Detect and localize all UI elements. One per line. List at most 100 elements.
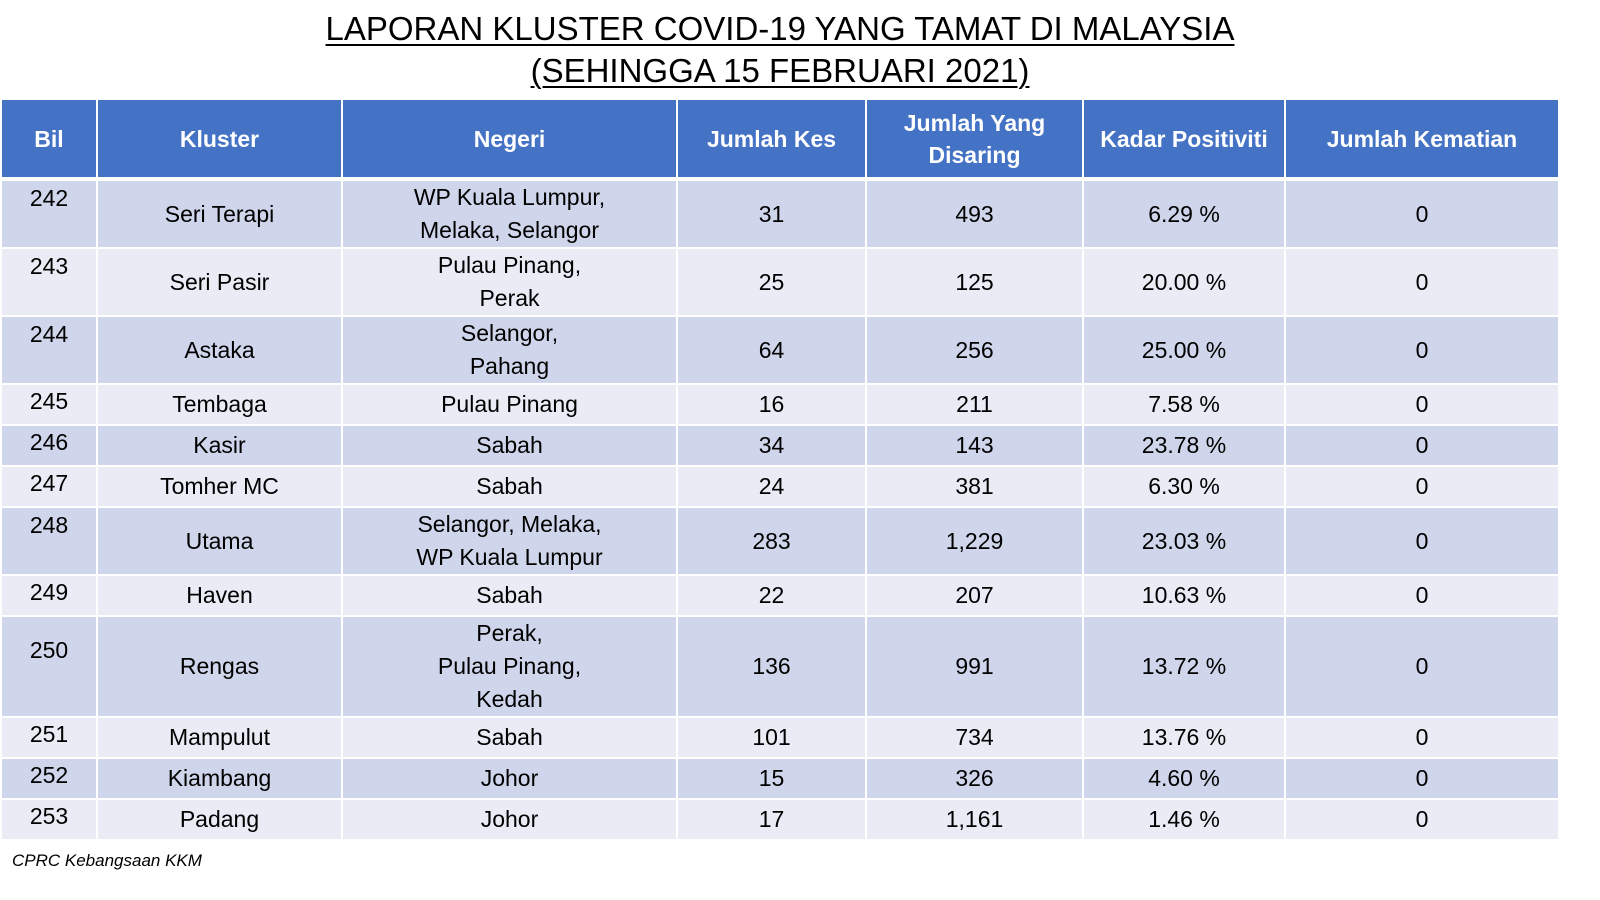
cell-jumlah-kes: 17 [676,798,867,841]
cell-kadar-positiviti: 13.72 % [1082,615,1286,718]
cluster-table: Bil Kluster Negeri Jumlah Kes Jumlah Yan… [0,98,1560,841]
cell-bil: 251 [0,716,98,759]
cell-kluster: Astaka [96,315,343,385]
cell-kluster: Kiambang [96,757,343,800]
negeri-line: Sabah [476,582,543,608]
cell-kluster: Kasir [96,424,343,467]
negeri-line: WP Kuala Lumpur [416,544,603,570]
cell-jumlah-kes: 34 [676,424,867,467]
cell-negeri: Sabah [341,574,678,617]
header-jumlah-kes: Jumlah Kes [676,98,867,180]
cell-bil: 247 [0,465,98,508]
cell-bil: 252 [0,757,98,800]
cell-jumlah-kematian: 0 [1284,424,1560,467]
cell-jumlah-disaring: 493 [865,178,1084,249]
cell-jumlah-kes: 16 [676,383,867,426]
negeri-line: Pahang [469,353,550,379]
cell-bil: 242 [0,178,98,249]
cell-kadar-positiviti: 13.76 % [1082,716,1286,759]
cell-kluster: Haven [96,574,343,617]
source-note: CPRC Kebangsaan KKM [12,851,202,870]
report-title-line-2: (SEHINGGA 15 FEBRUARI 2021) [530,52,1030,89]
cell-bil: 245 [0,383,98,426]
cell-jumlah-kes: 22 [676,574,867,617]
table-row: 249 Haven Sabah 22 207 10.63 % 0 [0,574,1560,617]
cell-jumlah-kes: 64 [676,315,867,385]
cell-jumlah-kes: 101 [676,716,867,759]
table-row: 243 Seri Pasir Pulau Pinang, Perak 25 125 20.0… [0,247,1560,317]
table-row: 251 Mampulut Sabah 101 734 13.76 % 0 [0,716,1560,759]
cell-bil: 244 [0,315,98,385]
cell-jumlah-kes: 136 [676,615,867,718]
cell-kadar-positiviti: 10.63 % [1082,574,1286,617]
cell-kluster: Rengas [96,615,343,718]
negeri-line: Sabah [476,473,543,499]
header-kluster: Kluster [96,98,343,180]
table-row: 252 Kiambang Johor 15 326 4.60 % 0 [0,757,1560,800]
header-negeri: Negeri [341,98,678,180]
negeri-line: Perak, [476,620,543,646]
table-row: 246 Kasir Sabah 34 143 23.78 % 0 [0,424,1560,467]
cell-kadar-positiviti: 23.03 % [1082,506,1286,576]
cell-jumlah-disaring: 381 [865,465,1084,508]
negeri-line: Sabah [476,432,543,458]
header-jumlah-disaring: Jumlah Yang Disaring [865,98,1084,180]
negeri-line: Perak [479,285,540,311]
cell-bil: 253 [0,798,98,841]
cell-jumlah-kematian: 0 [1284,757,1560,800]
negeri-line: Pulau Pinang, [437,252,582,278]
table-row: 245 Tembaga Pulau Pinang 16 211 7.58 % 0 [0,383,1560,426]
cell-kadar-positiviti: 20.00 % [1082,247,1286,317]
cell-kadar-positiviti: 25.00 % [1082,315,1286,385]
negeri-line: Pulau Pinang, [437,653,582,679]
cell-jumlah-kematian: 0 [1284,465,1560,508]
negeri-line: WP Kuala Lumpur, [413,184,606,210]
table-row: 242 Seri Terapi WP Kuala Lumpur, Melaka, Se… [0,178,1560,249]
cell-jumlah-disaring: 1,229 [865,506,1084,576]
cell-kluster: Seri Pasir [96,247,343,317]
cell-jumlah-kes: 24 [676,465,867,508]
negeri-line: Selangor, [460,320,559,346]
cell-jumlah-disaring: 125 [865,247,1084,317]
negeri-line: Melaka, Selangor [420,217,599,243]
cell-kluster: Tomher MC [96,465,343,508]
table-header-row: Bil Kluster Negeri Jumlah Kes Jumlah Yan… [0,98,1560,180]
cell-jumlah-kes: 15 [676,757,867,800]
cell-jumlah-kematian: 0 [1284,716,1560,759]
cell-bil: 243 [0,247,98,317]
table-row: 247 Tomher MC Sabah 24 381 6.30 % 0 [0,465,1560,508]
cell-negeri: Selangor, Pahang [341,315,678,385]
cell-negeri: Johor [341,757,678,800]
cell-jumlah-disaring: 207 [865,574,1084,617]
cell-kluster: Padang [96,798,343,841]
cell-jumlah-disaring: 734 [865,716,1084,759]
negeri-line: Pulau Pinang [441,391,578,417]
cell-jumlah-kematian: 0 [1284,315,1560,385]
negeri-line: Johor [480,806,539,832]
cell-jumlah-kematian: 0 [1284,506,1560,576]
cell-kadar-positiviti: 6.30 % [1082,465,1286,508]
table-row: 250 Rengas Perak, Pulau Pinang, Kedah 136 991 1… [0,615,1560,718]
cell-kadar-positiviti: 4.60 % [1082,757,1286,800]
cell-negeri: Selangor, Melaka, WP Kuala Lumpur [341,506,678,576]
cell-kadar-positiviti: 7.58 % [1082,383,1286,426]
header-jumlah-kematian: Jumlah Kematian [1284,98,1560,180]
cell-kadar-positiviti: 23.78 % [1082,424,1286,467]
cell-jumlah-disaring: 143 [865,424,1084,467]
cell-jumlah-kes: 283 [676,506,867,576]
header-kadar-positiviti: Kadar Positiviti [1082,98,1286,180]
cell-jumlah-disaring: 256 [865,315,1084,385]
cell-jumlah-kematian: 0 [1284,178,1560,249]
report-title: LAPORAN KLUSTER COVID-19 YANG TAMAT DI M… [0,8,1560,92]
negeri-line: Johor [480,765,539,791]
cell-jumlah-kes: 25 [676,247,867,317]
negeri-line: Kedah [476,686,543,712]
report-title-line-1: LAPORAN KLUSTER COVID-19 YANG TAMAT DI M… [325,10,1235,47]
cell-kadar-positiviti: 1.46 % [1082,798,1286,841]
cell-bil: 249 [0,574,98,617]
cell-jumlah-disaring: 211 [865,383,1084,426]
cell-bil: 250 [0,615,98,718]
cell-bil: 248 [0,506,98,576]
cell-jumlah-kematian: 0 [1284,247,1560,317]
cell-jumlah-kematian: 0 [1284,574,1560,617]
